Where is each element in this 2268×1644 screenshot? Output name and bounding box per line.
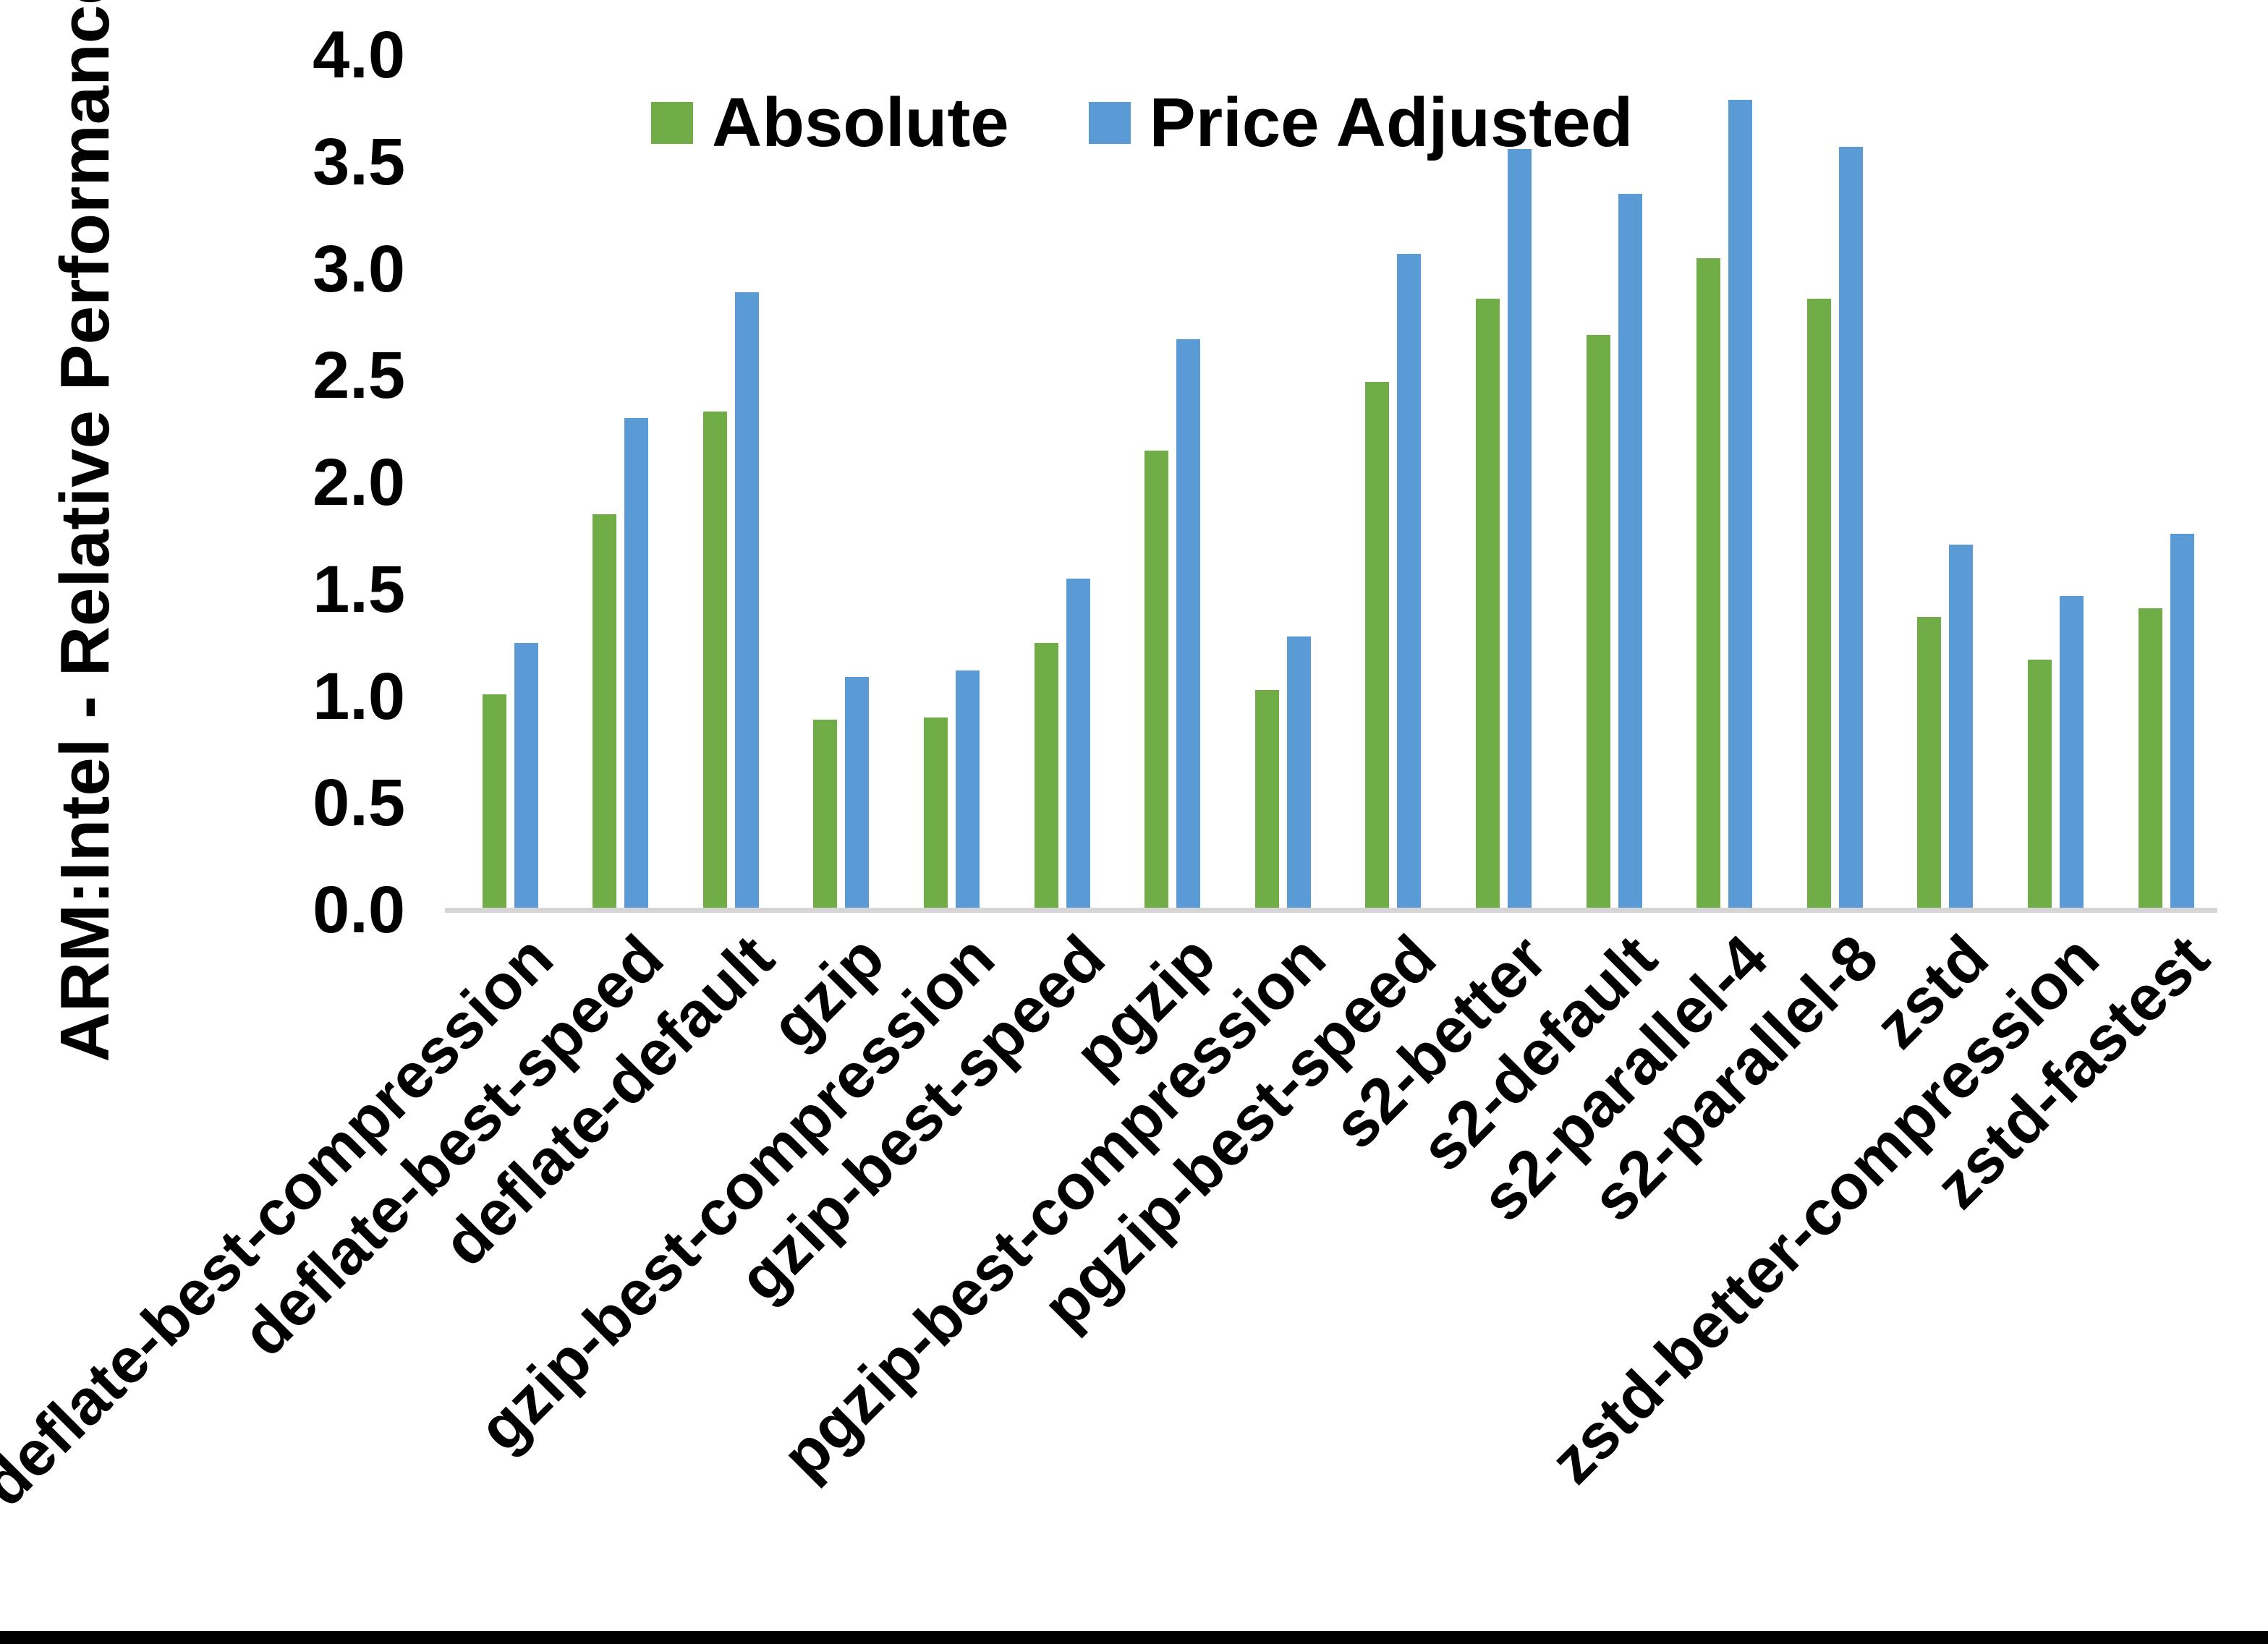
bar-price-adjusted-gzip bbox=[845, 676, 870, 910]
legend-label: Price Adjusted bbox=[1149, 84, 1634, 161]
bar-absolute-deflate-best-speed bbox=[593, 514, 617, 910]
bar-price-adjusted-zstd-fastest bbox=[2170, 533, 2194, 910]
bar-price-adjusted-pgzip bbox=[1176, 339, 1201, 910]
bar-absolute-s2-better bbox=[1475, 298, 1500, 910]
bar-price-adjusted-s2-parallel-8 bbox=[1838, 147, 1863, 910]
bar-absolute-s2-default bbox=[1586, 335, 1610, 910]
legend-swatch-absolute bbox=[651, 102, 693, 144]
bar-price-adjusted-deflate-best-speed bbox=[624, 418, 649, 910]
bar-absolute-zstd bbox=[1917, 617, 1942, 910]
bar-price-adjusted-zstd bbox=[1949, 544, 1974, 910]
bar-absolute-zstd-better-compression bbox=[2027, 660, 2052, 910]
legend-swatch-price-adjusted bbox=[1088, 102, 1131, 144]
bar-price-adjusted-s2-default bbox=[1618, 194, 1642, 910]
bar-price-adjusted-s2-better bbox=[1507, 149, 1532, 910]
bar-price-adjusted-pgzip-best-compression bbox=[1286, 636, 1311, 910]
legend-item-absolute: Absolute bbox=[651, 88, 1009, 158]
bar-absolute-s2-parallel-8 bbox=[1806, 298, 1831, 910]
y-axis-title: ARM:Intel - Relative Performance bbox=[46, 0, 124, 1062]
bar-price-adjusted-zstd-better-compression bbox=[2059, 595, 2084, 910]
bar-absolute-pgzip-best-compression bbox=[1254, 689, 1279, 910]
y-tick-label: 2.5 bbox=[313, 338, 405, 413]
bar-price-adjusted-s2-parallel-4 bbox=[1728, 100, 1753, 910]
bar-price-adjusted-deflate-best-compression bbox=[514, 642, 538, 910]
bar-absolute-deflate-default bbox=[702, 412, 727, 910]
y-tick-label: 1.0 bbox=[313, 659, 405, 733]
legend-item-price-adjusted: Price Adjusted bbox=[1088, 84, 1634, 161]
bar-absolute-gzip-best-speed bbox=[1034, 642, 1058, 910]
y-tick-label: 4.0 bbox=[313, 18, 405, 92]
bar-absolute-gzip-best-compression bbox=[923, 717, 948, 910]
y-tick-label: 1.5 bbox=[313, 552, 405, 626]
bar-price-adjusted-deflate-default bbox=[734, 292, 759, 910]
y-tick-label: 3.5 bbox=[313, 124, 405, 199]
bar-price-adjusted-gzip-best-compression bbox=[955, 670, 980, 910]
legend-label: Absolute bbox=[712, 84, 1009, 161]
bar-absolute-deflate-best-compression bbox=[482, 694, 506, 910]
x-axis-line bbox=[445, 908, 2217, 913]
y-tick-label: 0.0 bbox=[313, 873, 405, 947]
y-tick-label: 3.0 bbox=[313, 231, 405, 306]
bar-absolute-pgzip-best-speed bbox=[1365, 382, 1390, 910]
y-tick-label: 0.5 bbox=[313, 766, 405, 840]
bar-price-adjusted-pgzip-best-speed bbox=[1397, 253, 1422, 910]
bar-price-adjusted-gzip-best-speed bbox=[1066, 578, 1090, 910]
y-tick-label: 2.0 bbox=[313, 446, 405, 519]
window-bottom-border bbox=[0, 1631, 2268, 1644]
bar-absolute-pgzip bbox=[1144, 450, 1169, 910]
bar-absolute-gzip bbox=[813, 720, 838, 910]
bar-absolute-s2-parallel-4 bbox=[1696, 257, 1721, 910]
bar-absolute-zstd-fastest bbox=[2138, 608, 2162, 910]
legend: Absolute Price Adjusted bbox=[651, 88, 1633, 158]
